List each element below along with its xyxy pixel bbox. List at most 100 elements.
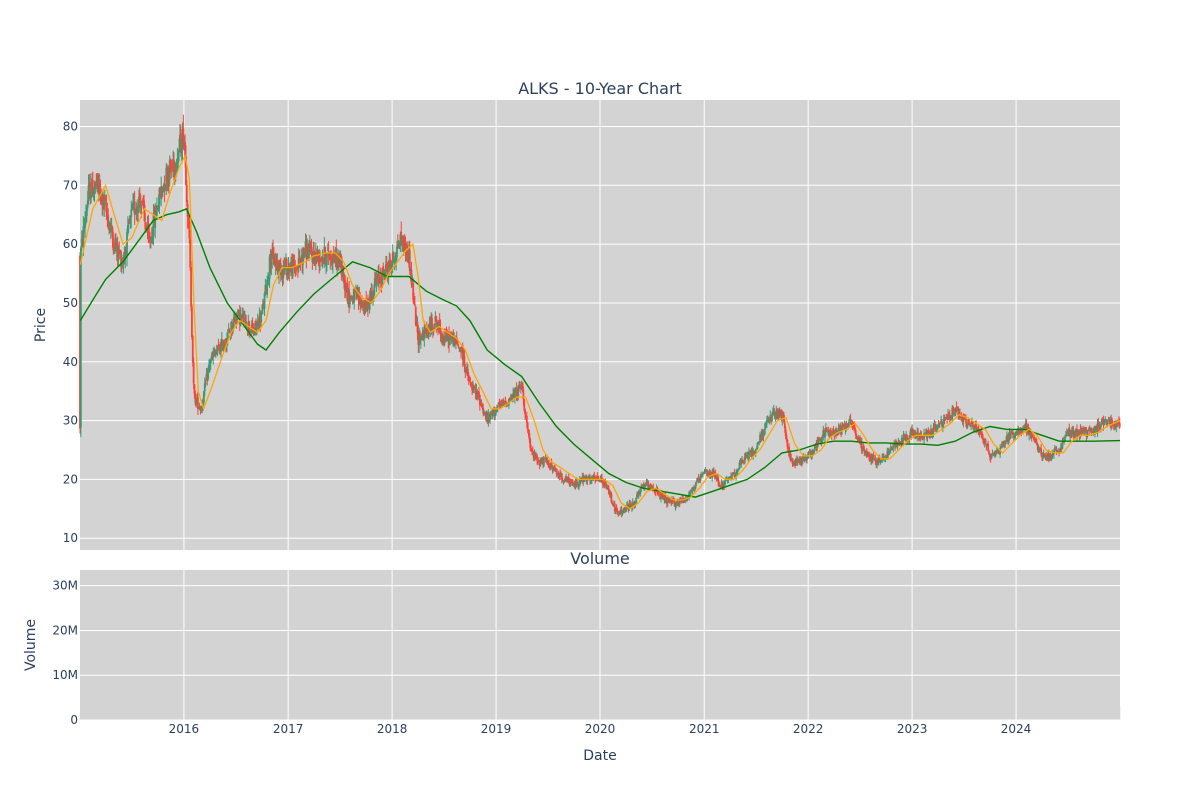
candle-body — [1104, 420, 1107, 423]
candle-body — [994, 452, 996, 456]
candle-body — [1035, 438, 1037, 444]
candle-body — [709, 471, 712, 476]
candle-body — [510, 398, 513, 401]
candle-body — [519, 384, 521, 386]
candle-body — [202, 402, 204, 406]
candle-body — [550, 462, 553, 467]
candle-body — [513, 390, 516, 399]
candle-body — [862, 446, 865, 450]
candle-body — [403, 235, 406, 250]
candle-body — [279, 260, 281, 266]
date-tick-label: 2016 — [169, 722, 200, 736]
candle-body — [844, 426, 847, 430]
candle-body — [120, 251, 122, 267]
candle-body — [237, 309, 239, 317]
price-tick-label: 60 — [63, 237, 78, 251]
candle-body — [1056, 450, 1059, 452]
candle-body — [1065, 433, 1068, 434]
candle-body — [703, 471, 706, 474]
candle-body — [207, 368, 210, 379]
candle-body — [1014, 432, 1017, 436]
candle-body — [567, 477, 570, 481]
chart-title: ALKS - 10-Year Chart — [518, 79, 682, 98]
candle-body — [419, 336, 422, 341]
candle-body — [563, 480, 566, 483]
candle-body — [748, 451, 750, 459]
candle-body — [938, 423, 941, 428]
candle-body — [1064, 436, 1066, 442]
candle-body — [948, 415, 951, 420]
candle-body — [947, 414, 949, 420]
candle-body — [705, 471, 708, 473]
candle-body — [542, 459, 545, 466]
ma-short-line — [79, 153, 1121, 510]
candle-body — [860, 441, 863, 450]
candle-body — [208, 363, 211, 366]
candle-body — [464, 367, 467, 372]
candle-body — [724, 480, 726, 486]
candle-body — [131, 205, 134, 210]
candle-body — [389, 259, 392, 267]
candle-body — [631, 502, 634, 507]
candle-body — [647, 481, 650, 488]
candle-body — [845, 425, 848, 428]
candle-body — [801, 458, 804, 462]
candle-body — [622, 509, 625, 513]
candle-body — [1000, 443, 1003, 449]
candle-body — [1018, 430, 1021, 433]
candle-body — [148, 231, 151, 242]
candle-body — [696, 478, 699, 481]
candle-body — [493, 406, 496, 416]
candle-body — [408, 250, 411, 271]
candle-body — [427, 325, 430, 338]
candle-body — [244, 314, 247, 328]
candle-body — [293, 263, 296, 268]
candle-body — [713, 470, 715, 476]
candle-body — [644, 486, 647, 488]
candle-body — [666, 499, 669, 504]
candle-body — [572, 481, 574, 486]
candle-body — [226, 333, 229, 339]
candle-body — [874, 458, 877, 461]
candle-body — [781, 415, 784, 421]
candle-body — [1097, 423, 1100, 427]
candle-body — [619, 513, 621, 515]
candle-body — [1072, 431, 1075, 437]
candle-body — [1040, 448, 1043, 455]
candle-body — [570, 480, 573, 482]
candle-body — [349, 296, 351, 305]
candle-body — [232, 317, 235, 327]
candle-body — [278, 262, 280, 274]
candle-body — [847, 421, 850, 426]
candle-body — [521, 382, 524, 389]
candle-body — [504, 401, 507, 404]
candle-body — [1071, 430, 1074, 432]
candle-body — [774, 414, 777, 417]
candle-body — [1106, 422, 1109, 425]
candle-body — [1117, 420, 1120, 424]
candle-body — [962, 415, 965, 423]
candle-body — [222, 346, 225, 350]
candle-body — [1053, 449, 1056, 452]
candle-body — [122, 262, 125, 264]
candle-body — [942, 419, 945, 425]
candle-body — [82, 226, 85, 247]
candle-body — [554, 467, 556, 471]
candle-body — [717, 477, 720, 483]
candle-body — [786, 439, 789, 447]
candle-body — [252, 327, 255, 334]
candle-body — [953, 413, 956, 416]
candle-body — [195, 399, 198, 403]
candle-body — [571, 481, 573, 483]
candle-body — [866, 451, 869, 457]
candle-body — [85, 214, 87, 223]
candle-body — [185, 184, 188, 202]
candle-body — [132, 203, 134, 207]
candle-body — [295, 269, 298, 272]
candle-body — [611, 502, 614, 505]
candle-body — [484, 412, 487, 420]
volume-subtitle: Volume — [570, 549, 630, 568]
candle-body — [828, 434, 831, 436]
candle-body — [321, 259, 324, 263]
candle-body — [302, 247, 305, 255]
